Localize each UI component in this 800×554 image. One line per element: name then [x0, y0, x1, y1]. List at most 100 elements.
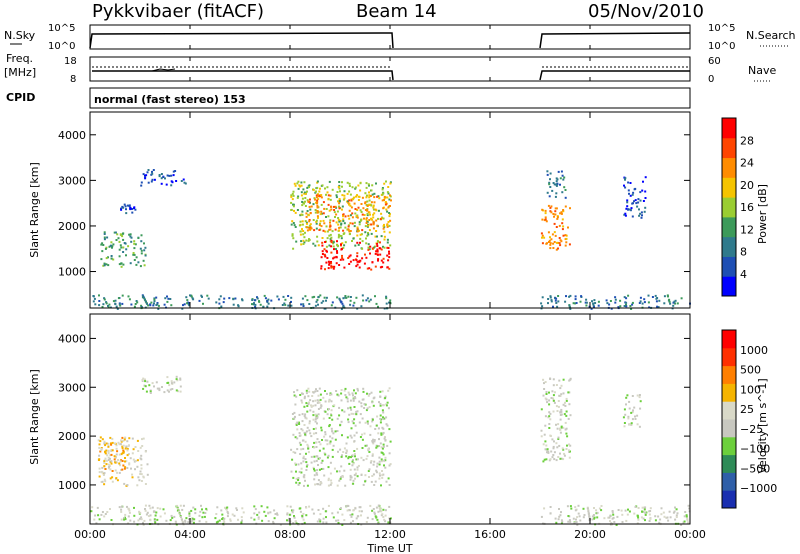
velocity-cell: [269, 511, 272, 514]
velocity-cell: [317, 479, 320, 482]
velocity-cell: [566, 505, 569, 508]
power-cell: [326, 191, 329, 194]
velocity-cell: [573, 521, 576, 524]
velocity-cell: [140, 467, 143, 470]
velocity-cell: [389, 463, 392, 466]
power-cell: [333, 209, 336, 211]
power-colorbar-swatch: [722, 197, 736, 218]
power-cell: [330, 304, 333, 307]
velocity-cell: [362, 459, 365, 462]
power-cell: [323, 207, 326, 210]
velocity-cell: [324, 431, 327, 434]
velocity-cell: [369, 461, 372, 464]
power-cell: [354, 186, 357, 189]
power-cell: [637, 198, 640, 201]
power-cell: [119, 304, 122, 307]
velocity-cell: [368, 406, 371, 409]
velocity-cell: [137, 476, 140, 479]
velocity-cell: [552, 378, 555, 381]
velocity-cell: [578, 515, 581, 518]
velocity-cell: [624, 509, 627, 512]
power-cell: [385, 180, 387, 183]
power-cell: [303, 181, 306, 184]
power-cell: [290, 194, 293, 197]
power-cell: [550, 299, 553, 302]
power-cell: [317, 216, 319, 219]
velocity-cell: [131, 452, 134, 455]
velocity-cell: [353, 474, 356, 477]
power-cell: [290, 201, 293, 204]
power-cell: [304, 205, 307, 207]
velocity-cell: [145, 513, 148, 516]
velocity-cell: [587, 513, 590, 516]
velocity-cell: [304, 479, 306, 482]
power-cell: [310, 227, 313, 230]
power-cell: [356, 227, 359, 230]
velocity-cell: [560, 457, 563, 460]
power-cell: [299, 230, 302, 233]
velocity-cell: [543, 433, 546, 436]
power-cell: [347, 225, 350, 228]
velocity-cell: [191, 517, 194, 520]
velocity-cell: [319, 393, 322, 396]
power-cell: [319, 187, 321, 190]
velocity-cell: [319, 481, 322, 484]
velocity-cell: [317, 464, 319, 466]
power-cell: [386, 224, 389, 227]
power-cell: [140, 252, 143, 255]
velocity-cell: [101, 511, 104, 513]
velocity-cell: [567, 520, 570, 523]
power-cell: [147, 181, 150, 184]
velocity-cell: [235, 507, 238, 510]
power-cell: [182, 178, 185, 181]
velocity-cell: [179, 378, 182, 381]
power-cell: [363, 262, 366, 265]
velocity-cell: [377, 504, 380, 507]
power-cell: [100, 243, 103, 246]
power-cell: [370, 223, 373, 226]
power-cell: [383, 195, 386, 198]
velocity-cell: [127, 515, 130, 518]
velocity-cell: [662, 511, 665, 514]
power-cell: [673, 300, 676, 303]
velocity-cell: [360, 402, 363, 405]
velocity-cell: [316, 473, 319, 476]
velocity-cell: [324, 433, 327, 436]
velocity-cell: [625, 396, 628, 399]
velocity-cell: [216, 506, 219, 509]
velocity-cell: [179, 513, 181, 516]
velocity-cell: [312, 418, 315, 421]
velocity-cell: [141, 445, 144, 447]
velocity-cell: [676, 512, 679, 515]
velocity-cell: [356, 475, 359, 478]
velocity-cell: [552, 397, 555, 400]
velocity-cell: [315, 432, 318, 435]
power-cell: [548, 239, 551, 242]
velocity-cell: [310, 405, 313, 408]
velocity-cell: [356, 458, 359, 461]
power-cell: [158, 174, 161, 176]
velocity-cell: [340, 420, 343, 423]
velocity-cell: [591, 518, 594, 521]
velocity-cell: [371, 420, 374, 423]
velocity-cell: [315, 388, 317, 391]
velocity-cell: [294, 403, 297, 406]
velocity-cell: [330, 414, 333, 417]
power-cell: [153, 300, 156, 303]
velocity-cell: [630, 422, 633, 425]
velocity-cell: [367, 422, 369, 425]
power-region-5: [320, 239, 391, 271]
power-cell: [142, 173, 145, 176]
power-cell: [292, 247, 295, 250]
velocity-cell: [117, 441, 120, 444]
velocity-cell: [331, 430, 334, 433]
power-cell: [629, 208, 632, 211]
velocity-cell: [309, 409, 312, 412]
velocity-cell: [327, 454, 330, 457]
power-cell: [174, 170, 177, 172]
velocity-cell: [339, 507, 342, 510]
velocity-cell: [549, 378, 552, 380]
power-cell: [337, 236, 340, 239]
power-cell: [337, 218, 340, 221]
velocity-cell: [340, 455, 343, 458]
